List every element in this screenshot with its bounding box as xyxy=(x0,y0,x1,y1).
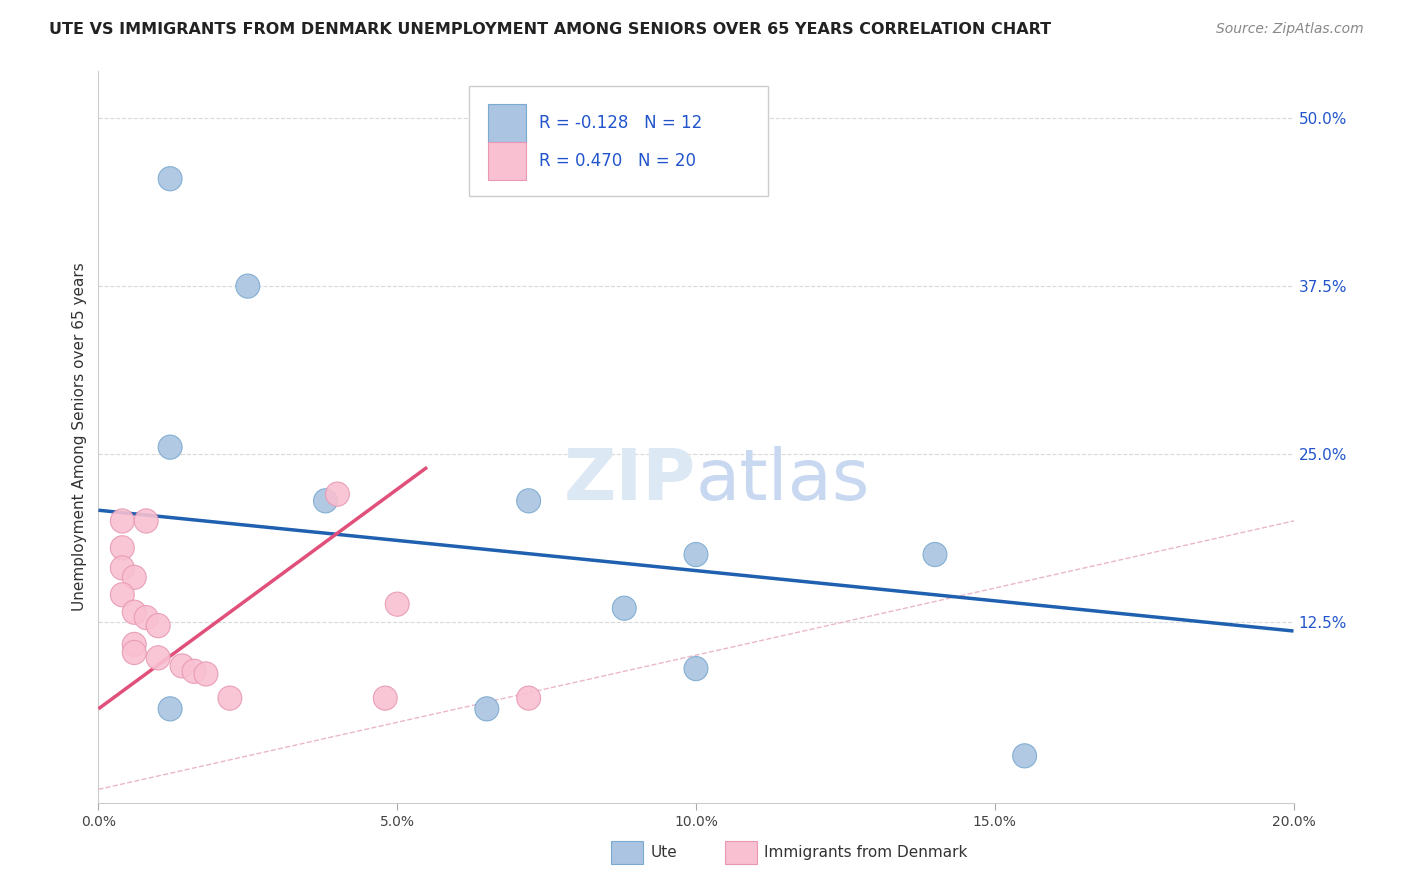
Text: R = 0.470   N = 20: R = 0.470 N = 20 xyxy=(540,153,696,170)
Ellipse shape xyxy=(135,508,159,533)
Ellipse shape xyxy=(111,508,135,533)
Ellipse shape xyxy=(146,614,170,638)
Y-axis label: Unemployment Among Seniors over 65 years: Unemployment Among Seniors over 65 years xyxy=(72,263,87,611)
Ellipse shape xyxy=(218,686,242,710)
FancyBboxPatch shape xyxy=(724,841,756,864)
Ellipse shape xyxy=(613,596,637,620)
Ellipse shape xyxy=(326,482,350,506)
Text: R = -0.128   N = 12: R = -0.128 N = 12 xyxy=(540,113,703,131)
Ellipse shape xyxy=(122,600,146,624)
Ellipse shape xyxy=(314,489,337,513)
Text: ZIP: ZIP xyxy=(564,447,696,516)
Ellipse shape xyxy=(159,697,183,721)
Ellipse shape xyxy=(170,654,194,678)
Ellipse shape xyxy=(183,659,207,683)
Ellipse shape xyxy=(122,640,146,665)
Ellipse shape xyxy=(685,542,709,566)
FancyBboxPatch shape xyxy=(488,143,526,180)
Ellipse shape xyxy=(194,662,218,686)
Ellipse shape xyxy=(159,435,183,459)
Ellipse shape xyxy=(517,489,541,513)
Ellipse shape xyxy=(685,657,709,681)
Ellipse shape xyxy=(111,582,135,607)
Ellipse shape xyxy=(1012,744,1036,768)
Ellipse shape xyxy=(385,592,409,616)
Text: Ute: Ute xyxy=(651,845,678,860)
Ellipse shape xyxy=(122,632,146,657)
FancyBboxPatch shape xyxy=(470,86,768,195)
Ellipse shape xyxy=(374,686,398,710)
Ellipse shape xyxy=(475,697,499,721)
Ellipse shape xyxy=(111,536,135,560)
Ellipse shape xyxy=(135,606,159,630)
Ellipse shape xyxy=(236,274,260,298)
FancyBboxPatch shape xyxy=(612,841,644,864)
Ellipse shape xyxy=(517,686,541,710)
Text: Immigrants from Denmark: Immigrants from Denmark xyxy=(763,845,967,860)
Text: atlas: atlas xyxy=(696,447,870,516)
FancyBboxPatch shape xyxy=(488,103,526,142)
Ellipse shape xyxy=(111,556,135,580)
Ellipse shape xyxy=(159,167,183,191)
Text: Source: ZipAtlas.com: Source: ZipAtlas.com xyxy=(1216,22,1364,37)
Ellipse shape xyxy=(146,646,170,670)
Ellipse shape xyxy=(122,566,146,590)
Ellipse shape xyxy=(924,542,948,566)
Text: UTE VS IMMIGRANTS FROM DENMARK UNEMPLOYMENT AMONG SENIORS OVER 65 YEARS CORRELAT: UTE VS IMMIGRANTS FROM DENMARK UNEMPLOYM… xyxy=(49,22,1052,37)
